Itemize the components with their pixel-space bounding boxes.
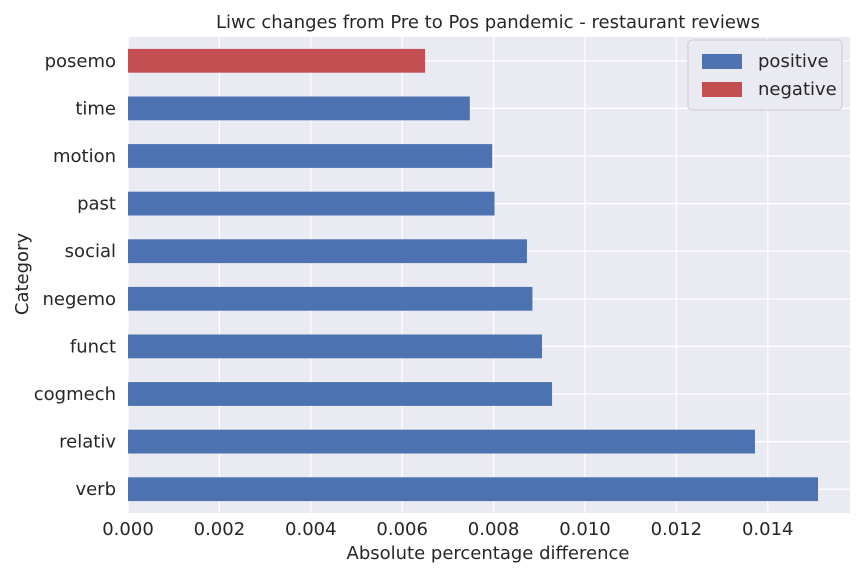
bar-social [128, 239, 527, 264]
bar-verb [128, 477, 819, 502]
bar-negemo [128, 286, 533, 311]
y-tick-label-relativ: relativ [59, 432, 116, 453]
y-tick-label-cogmech: cogmech [34, 384, 116, 405]
legend-label-negative: negative [758, 79, 837, 100]
y-tick-label-social: social [65, 241, 116, 262]
x-axis-label: Absolute percentage difference [347, 543, 630, 564]
y-tick-label-motion: motion [53, 146, 116, 167]
bar-cogmech [128, 382, 553, 406]
x-tick-label: 0.010 [559, 519, 611, 540]
bar-relativ [128, 429, 755, 454]
y-tick-label-negemo: negemo [42, 289, 116, 310]
bar-past [128, 191, 495, 216]
y-tick-label-verb: verb [75, 479, 116, 500]
legend-swatch-positive [702, 54, 742, 69]
x-tick-label: 0.006 [376, 519, 428, 540]
y-tick-label-past: past [77, 194, 116, 215]
bar-funct [128, 334, 543, 359]
x-tick-label: 0.014 [742, 519, 794, 540]
legend-label-positive: positive [758, 51, 829, 72]
x-tick-labels: 0.000 0.002 0.004 0.006 0.008 0.010 0.012 0.014 [102, 519, 793, 540]
y-tick-label-time: time [75, 98, 116, 119]
chart-title: Liwc changes from Pre to Pos pandemic - … [216, 12, 760, 33]
legend-swatch-negative [702, 82, 742, 97]
bar-posemo [128, 48, 426, 73]
y-tick-label-funct: funct [70, 336, 116, 357]
bars [128, 48, 819, 502]
y-tick-labels: verb relativ cogmech funct negemo social past m… [34, 51, 117, 500]
x-tick-label: 0.012 [651, 519, 703, 540]
x-tick-label: 0.008 [468, 519, 520, 540]
y-axis-label: Category [12, 233, 33, 316]
bar-motion [128, 144, 493, 168]
y-tick-label-posemo: posemo [45, 51, 116, 72]
x-tick-label: 0.000 [102, 519, 154, 540]
legend: positive negative [687, 39, 843, 111]
x-tick-label: 0.002 [194, 519, 246, 540]
x-tick-label: 0.004 [285, 519, 337, 540]
bar-time [128, 96, 470, 121]
